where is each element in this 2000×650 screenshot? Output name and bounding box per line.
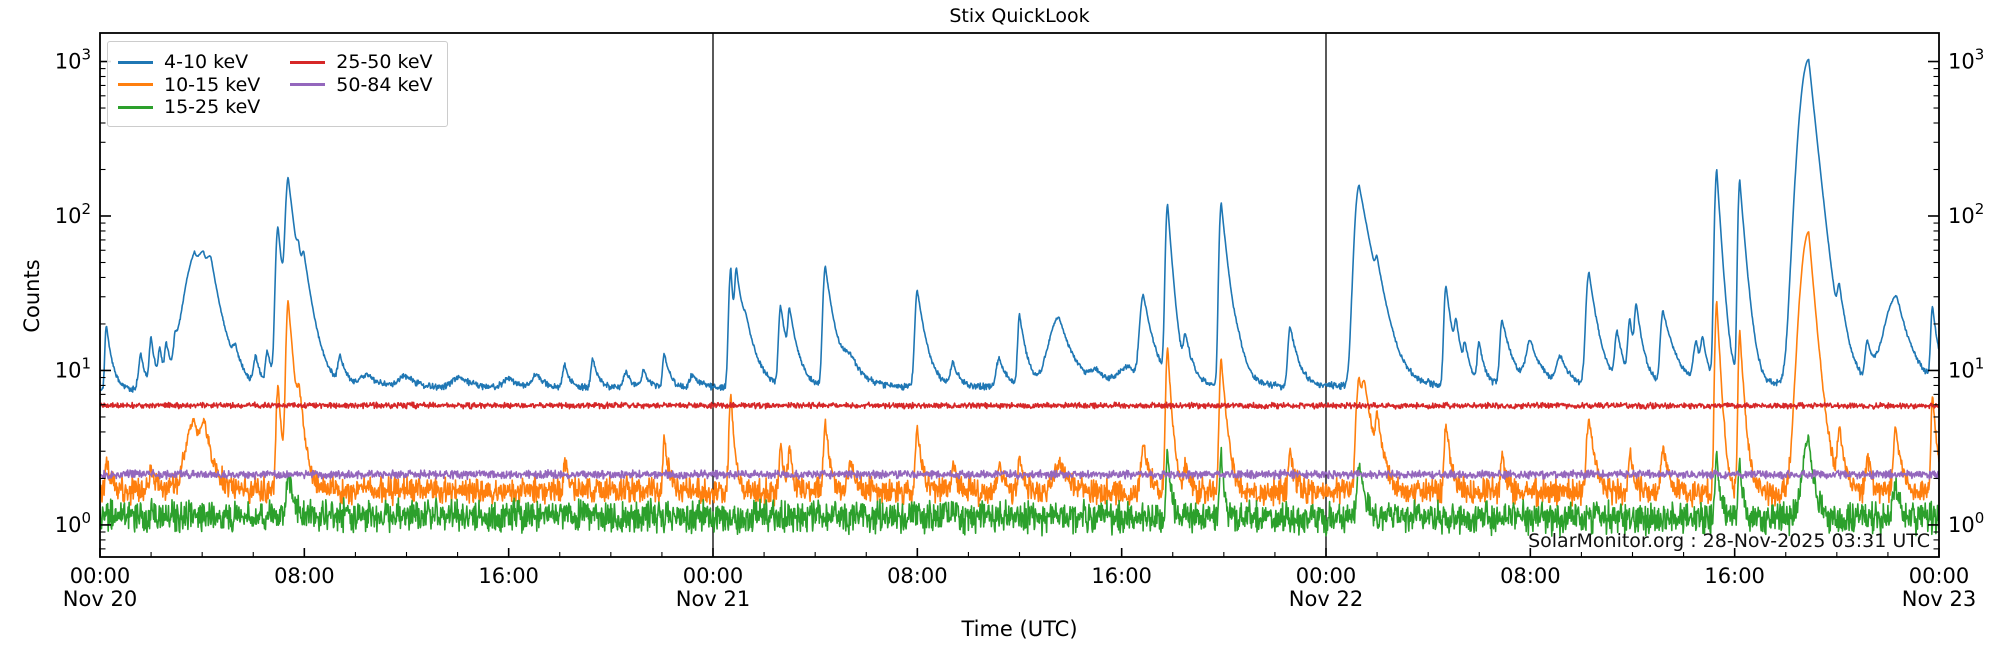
- legend-entry-10-15kev: 10-15 keV: [118, 74, 260, 96]
- watermark: SolarMonitor.org : 28-Nov-2025 03:31 UTC: [1528, 530, 1930, 552]
- legend-line-25-50kev-icon: [290, 60, 326, 64]
- x-tick-label: 08:00: [1500, 564, 1561, 588]
- legend: 4-10 keV 10-15 keV 15-25 keV 25-50 keV 5…: [107, 41, 448, 127]
- x-tick-date: Nov 21: [676, 587, 750, 611]
- y-tick-label: 100: [55, 509, 91, 537]
- legend-line-50-84kev-icon: [290, 83, 326, 87]
- x-tick-label: 00:00: [1909, 564, 1970, 588]
- legend-label: 50-84 keV: [336, 73, 433, 96]
- legend-label: 10-15 keV: [164, 73, 261, 96]
- y-tick-label: 100: [1948, 509, 1984, 537]
- x-tick-label: 08:00: [274, 564, 335, 588]
- legend-entry-4-10kev: 4-10 keV: [118, 51, 260, 73]
- x-axis-label: Time (UTC): [961, 617, 1078, 641]
- x-tick-label: 00:00: [1296, 564, 1357, 588]
- x-tick-label: 00:00: [70, 564, 131, 588]
- x-tick-label: 08:00: [887, 564, 948, 588]
- x-tick-label: 16:00: [478, 564, 539, 588]
- chart-title: Stix QuickLook: [949, 5, 1090, 27]
- y-tick-label: 103: [55, 46, 91, 74]
- series-line-4-10keV: [100, 58, 1939, 393]
- series-line-15-25keV: [100, 434, 1939, 537]
- legend-entry-15-25kev: 15-25 keV: [118, 96, 260, 118]
- x-tick-date: Nov 23: [1902, 587, 1976, 611]
- y-tick-label: 103: [1948, 46, 1984, 74]
- y-tick-label: 101: [1948, 354, 1984, 382]
- series-line-25-50keV: [100, 401, 1939, 410]
- legend-line-4-10kev-icon: [118, 60, 153, 64]
- legend-entry-50-84kev: 50-84 keV: [290, 73, 433, 96]
- legend-entry-25-50kev: 25-50 keV: [290, 51, 433, 74]
- x-tick-label: 00:00: [683, 564, 744, 588]
- y-tick-label: 102: [55, 200, 91, 228]
- x-tick-label: 16:00: [1091, 564, 1152, 588]
- x-tick-date: Nov 20: [63, 587, 137, 611]
- legend-label: 25-50 keV: [336, 51, 433, 74]
- x-tick-date: Nov 22: [1289, 587, 1363, 611]
- y-tick-label: 101: [55, 354, 91, 382]
- legend-line-15-25kev-icon: [118, 105, 153, 109]
- legend-label: 15-25 keV: [164, 96, 261, 119]
- legend-label: 4-10 keV: [164, 51, 249, 74]
- series-line-10-15keV: [100, 231, 1939, 508]
- x-tick-label: 16:00: [1704, 564, 1765, 588]
- series-line-50-84keV: [100, 468, 1939, 481]
- y-tick-label: 102: [1948, 200, 1984, 228]
- legend-line-10-15kev-icon: [118, 83, 153, 87]
